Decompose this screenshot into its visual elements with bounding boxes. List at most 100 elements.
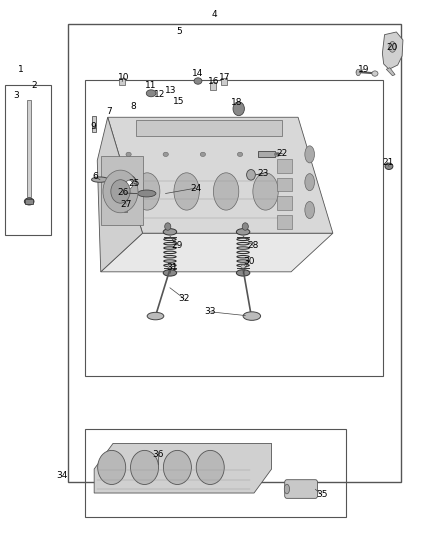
Text: 4: 4 [212,11,217,19]
Ellipse shape [25,198,34,205]
Bar [210,82,216,90]
Text: 19: 19 [358,65,369,74]
FancyBboxPatch shape [285,480,318,498]
Text: 21: 21 [382,158,393,167]
Text: 14: 14 [192,69,204,78]
Text: 12: 12 [154,91,166,99]
Text: 15: 15 [173,97,184,106]
Bar [277,159,292,173]
Ellipse shape [126,152,131,157]
Polygon shape [108,117,333,233]
Bar [68,24,401,482]
Ellipse shape [237,229,250,235]
Circle shape [131,450,159,484]
Bar [27,100,32,197]
Text: 1: 1 [18,65,24,74]
Bar [119,78,125,85]
Text: 13: 13 [165,86,177,95]
Text: 5: 5 [177,28,183,36]
Bar [85,429,346,517]
Ellipse shape [213,173,239,210]
Ellipse shape [305,146,314,163]
Circle shape [122,175,137,193]
Text: 16: 16 [208,77,219,85]
Text: 9: 9 [90,123,96,131]
Text: 27: 27 [120,200,132,208]
Ellipse shape [305,201,314,219]
Ellipse shape [356,69,360,76]
Polygon shape [382,32,403,69]
Text: 11: 11 [145,81,157,90]
Ellipse shape [389,42,396,52]
Circle shape [126,180,133,189]
Text: 26: 26 [117,189,128,197]
Text: 7: 7 [106,108,112,116]
Text: 2: 2 [31,81,36,90]
Circle shape [111,180,130,203]
Ellipse shape [194,78,202,84]
Ellipse shape [237,152,243,157]
Circle shape [103,170,138,213]
Ellipse shape [138,190,156,197]
Polygon shape [386,68,395,76]
Text: 32: 32 [178,294,190,303]
Ellipse shape [241,265,245,268]
Ellipse shape [200,152,205,157]
Text: 10: 10 [118,73,129,82]
Text: 6: 6 [92,173,99,181]
Circle shape [98,450,126,484]
Ellipse shape [147,312,164,320]
Ellipse shape [123,199,128,202]
Text: 18: 18 [231,98,242,107]
Ellipse shape [163,152,168,157]
Text: 22: 22 [276,149,288,158]
Bar [258,151,275,157]
Polygon shape [136,120,282,136]
Text: 30: 30 [243,257,254,265]
Ellipse shape [237,270,250,276]
Bar [85,80,383,376]
Bar [124,200,127,212]
Bar [5,85,51,235]
Text: 29: 29 [171,241,183,249]
Ellipse shape [92,177,108,182]
Ellipse shape [305,174,314,191]
Ellipse shape [275,152,280,157]
Ellipse shape [372,71,378,76]
Bar [221,78,227,85]
Ellipse shape [385,163,393,169]
Text: 17: 17 [219,73,230,82]
Ellipse shape [253,173,278,210]
Bar [101,156,142,225]
Text: 23: 23 [258,169,269,177]
Text: 34: 34 [57,471,68,480]
Text: 24: 24 [190,184,201,192]
Text: 31: 31 [166,263,177,272]
Bar [92,116,96,132]
Bar [25,199,33,204]
Text: 3: 3 [14,92,20,100]
Circle shape [165,223,171,230]
Polygon shape [101,233,333,272]
Text: 28: 28 [247,241,258,249]
Ellipse shape [174,173,199,210]
Ellipse shape [243,312,261,320]
Circle shape [247,169,255,180]
Circle shape [233,102,244,116]
Bar [277,215,292,229]
Ellipse shape [163,229,177,235]
Polygon shape [97,117,142,272]
Text: 35: 35 [316,490,328,499]
Ellipse shape [168,265,172,268]
Ellipse shape [134,173,160,210]
Text: 33: 33 [205,308,216,316]
Text: 20: 20 [386,44,398,52]
Bar [277,177,292,191]
Ellipse shape [146,90,156,97]
Text: 36: 36 [152,450,163,458]
Polygon shape [94,443,272,493]
Text: 8: 8 [131,102,137,111]
Circle shape [196,450,224,484]
Bar [277,196,292,210]
Ellipse shape [163,270,177,276]
